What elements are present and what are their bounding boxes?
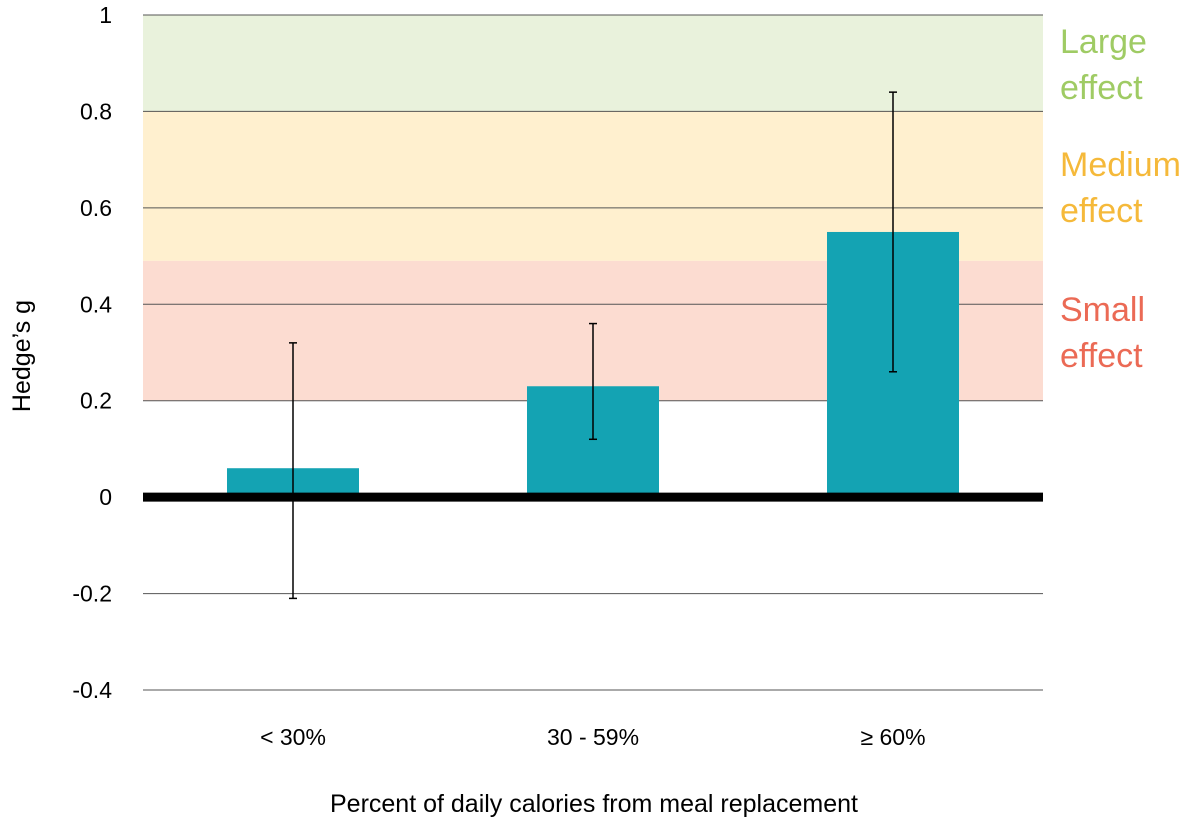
y-tick-label-5: 0 (99, 484, 112, 510)
effect-band-label-line: effect (1060, 192, 1143, 230)
y-tick-label-7: -0.4 (72, 677, 112, 703)
y-tick-label-1: 0.8 (80, 98, 112, 124)
y-tick-labels: 1 0.8 0.6 0.4 0.2 0 -0.2 -0.4 (72, 2, 112, 703)
x-tick-label-1: 30 - 59% (547, 724, 639, 750)
effect-band-label-line: Medium (1060, 146, 1181, 184)
effect-band-label-1: Medium effect (1060, 146, 1181, 230)
x-axis-title: Percent of daily calories from meal repl… (330, 790, 858, 818)
y-axis-title: Hedge’s g (8, 300, 36, 412)
effect-band-0 (143, 15, 1043, 112)
y-tick-label-6: -0.2 (72, 581, 112, 607)
effect-band-label-0: Large effect (1060, 23, 1147, 107)
effect-band-label-line: effect (1060, 69, 1143, 107)
y-tick-label-4: 0.2 (80, 388, 112, 414)
effect-band-label-line: effect (1060, 337, 1143, 375)
effect-band-label-2: Small effect (1060, 291, 1145, 375)
effect-band-labels: Large effect Medium effect Small effect (1060, 23, 1181, 375)
effect-band-label-line: Small (1060, 291, 1145, 329)
y-tick-label-2: 0.6 (80, 195, 112, 221)
effect-band-label-line: Large (1060, 23, 1147, 61)
x-tick-label-0: < 30% (260, 724, 326, 750)
x-tick-label-2: ≥ 60% (860, 724, 925, 750)
x-tick-labels: < 30% 30 - 59% ≥ 60% (260, 724, 925, 750)
error-bars (289, 91, 897, 600)
y-tick-label-0: 1 (99, 2, 112, 28)
y-tick-label-3: 0.4 (80, 291, 112, 317)
